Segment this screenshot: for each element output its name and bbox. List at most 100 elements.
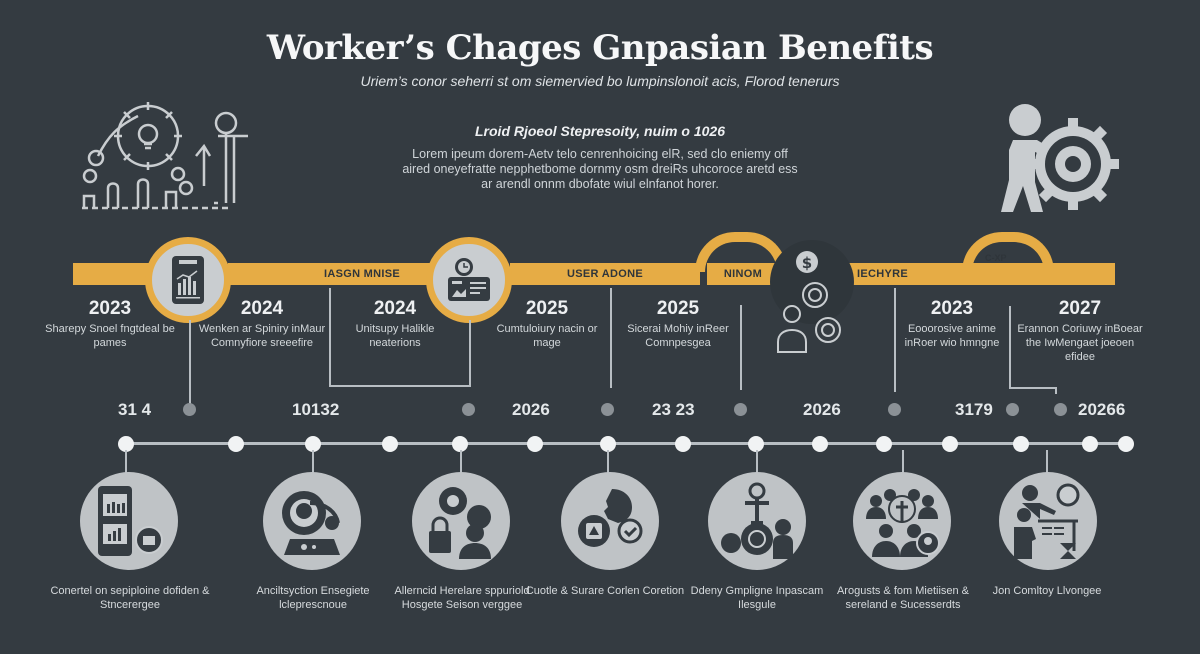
number-label: 3179 xyxy=(955,400,993,419)
connector-line xyxy=(1046,450,1048,474)
milestone-year: 2024 xyxy=(240,298,284,319)
timeline-node[interactable] xyxy=(228,436,244,452)
milestone-icon-ring xyxy=(426,237,512,323)
worker-machine-icon xyxy=(721,482,793,559)
number-label: 31 4 xyxy=(118,400,152,419)
bottom-timeline-line xyxy=(126,442,1128,445)
connector-line xyxy=(460,450,462,474)
milestone-year: 2023 xyxy=(930,298,974,319)
timeline-node[interactable] xyxy=(942,436,958,452)
tablet-chart-icon xyxy=(172,256,204,304)
milestone-desc: Cumtuloiury nacin or mage xyxy=(496,323,598,349)
milestone-year: 2024 xyxy=(373,298,417,319)
connector-line xyxy=(329,288,331,386)
gray-dot xyxy=(1006,403,1019,416)
idea-gear-lock-person-icon xyxy=(429,487,491,559)
connector-line xyxy=(610,288,612,388)
bar-label: IECHYRE xyxy=(857,268,908,280)
connector-line xyxy=(607,450,609,474)
bottom-desc: Ddeny Gmpligne Inpascam Ilesgule xyxy=(690,585,824,611)
milestone-year: 2023 xyxy=(88,298,132,319)
timeline-bar-segment xyxy=(73,263,153,285)
milestone-icon-ring xyxy=(145,237,231,323)
bottom-icon-circle xyxy=(412,472,510,570)
timeline-node[interactable] xyxy=(1082,436,1098,452)
connector-line xyxy=(189,320,191,405)
bottom-desc: Cuotle & Surare Corlen Coretion xyxy=(525,585,685,597)
bottom-desc: Allerncid Herelare sppuriold Hosgete Sei… xyxy=(394,585,530,611)
milestone-icon-dark: $ xyxy=(770,240,854,353)
milestone-desc: Erannon Coriuwy inBoear the IwMengaet jo… xyxy=(1017,323,1143,363)
presenter-board-hourglass-icon xyxy=(1014,483,1080,559)
timeline-node[interactable] xyxy=(118,436,134,452)
arch-label: C-XP xyxy=(985,253,1007,263)
number-label: 10132 xyxy=(292,400,340,419)
milestone-year: 2027 xyxy=(1058,298,1102,319)
page-subtitle: Uriem’s conor seherri st om siemervied b… xyxy=(360,73,840,89)
timeline-node[interactable] xyxy=(1118,436,1134,452)
timeline-node[interactable] xyxy=(876,436,892,452)
bottom-desc: Jon Comltoy Llvongee xyxy=(992,585,1102,597)
number-label: 2026 xyxy=(803,400,841,419)
bottom-desc: Conertel on sepiploine dofiden & Stncere… xyxy=(50,585,210,611)
gray-dot xyxy=(462,403,475,416)
gear-head-machine-icon xyxy=(282,491,340,555)
timeline-node[interactable] xyxy=(748,436,764,452)
timeline-node[interactable] xyxy=(600,436,616,452)
milestone-desc: Sicerai Mohiy inReer Comnpesgea xyxy=(627,323,729,349)
milestone-desc: Unitsupy Halikle neaterions xyxy=(355,323,435,349)
connector-line xyxy=(1009,306,1011,388)
intro-body: Lorem ipeum dorem-Aetv telo cenrenhoicin… xyxy=(402,147,798,191)
timeline-node[interactable] xyxy=(305,436,321,452)
timeline-node[interactable] xyxy=(452,436,468,452)
milestone-desc: Eooorosive anime inRoer wio hmngne xyxy=(904,323,1000,349)
number-label: 20266 xyxy=(1078,400,1126,419)
milestone-desc: Wenken ar Spiniry inMaur Comnyfiore sree… xyxy=(198,323,326,349)
number-label: 2026 xyxy=(512,400,550,419)
gray-dot xyxy=(183,403,196,416)
connector-line xyxy=(312,450,314,474)
connector-line xyxy=(329,385,471,387)
timeline-arch xyxy=(962,232,1054,272)
bottom-desc: Arogusts & fom Mietiisen & sereland e Su… xyxy=(836,585,970,611)
bottom-icon-circle xyxy=(263,472,361,570)
connector-line xyxy=(469,320,471,387)
number-label: 23 23 xyxy=(652,400,695,419)
timeline-node[interactable] xyxy=(675,436,691,452)
gray-dot xyxy=(601,403,614,416)
gray-dot xyxy=(734,403,747,416)
gray-dot xyxy=(888,403,901,416)
worker-turning-gear-icon xyxy=(995,100,1125,225)
milestone-desc: Sharepy Snoel fngtdeal be pames xyxy=(45,323,175,349)
bottom-icon-circle xyxy=(999,472,1097,570)
timeline-node[interactable] xyxy=(1013,436,1029,452)
connector-line xyxy=(902,450,904,474)
bottom-icon-circle xyxy=(708,472,806,570)
dollar-gears-person-icon: $ xyxy=(777,251,841,353)
svg-text:$: $ xyxy=(802,254,812,272)
bottom-desc: Anciltsyction Ensegiete lcleprescnoue xyxy=(256,585,370,611)
growth-team-gear-icon xyxy=(78,96,258,221)
timeline-node[interactable] xyxy=(812,436,828,452)
gray-dot xyxy=(1054,403,1067,416)
id-card-clock-icon xyxy=(448,258,490,301)
bar-label: IASGN MNISE xyxy=(323,268,401,280)
milestone-year: 2025 xyxy=(656,298,700,319)
connector-line xyxy=(125,450,127,474)
connector-line xyxy=(740,305,742,390)
connector-line xyxy=(1009,387,1057,389)
bar-label: USER ADONE xyxy=(567,268,643,280)
bottom-icon-circle xyxy=(80,472,178,570)
bottom-icon-circle xyxy=(853,472,951,570)
connector-line xyxy=(894,288,896,392)
milestone-year: 2025 xyxy=(525,298,569,319)
connector-line xyxy=(756,450,758,474)
bottom-icon-circle xyxy=(561,472,659,570)
connector-line xyxy=(1055,387,1057,394)
timeline-bar-segment: IASGN MNISE xyxy=(228,263,436,285)
team-meeting-icon xyxy=(866,489,940,557)
page-title: Worker’s Chages Gnpasian Benefits xyxy=(266,28,934,68)
timeline-node[interactable] xyxy=(527,436,543,452)
timeline-node[interactable] xyxy=(382,436,398,452)
timeline-bar-segment: USER ADONE xyxy=(510,263,700,285)
